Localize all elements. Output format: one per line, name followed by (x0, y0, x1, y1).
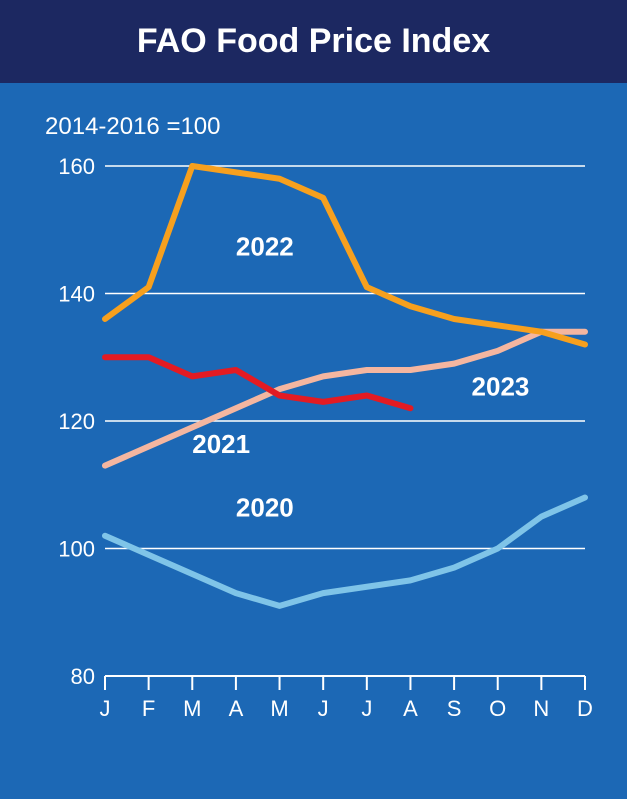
x-tick-label: M (183, 696, 201, 721)
x-tick-label: M (270, 696, 288, 721)
x-tick-label: J (318, 696, 329, 721)
y-tick-label: 160 (60, 154, 95, 179)
x-tick-label: F (142, 696, 155, 721)
x-tick-label: O (489, 696, 506, 721)
chart-title: FAO Food Price Index (0, 0, 627, 83)
chart-plot: 80100120140160JFMAMJJASOND20202021202220… (60, 151, 600, 711)
x-tick-label: D (577, 696, 593, 721)
x-tick-label: A (229, 696, 244, 721)
series-label-2020: 2020 (236, 493, 294, 523)
x-tick-label: S (447, 696, 462, 721)
series-label-2022: 2022 (236, 231, 294, 261)
series-label-2023: 2023 (472, 372, 530, 402)
series-2022 (105, 166, 585, 345)
x-tick-label: A (403, 696, 418, 721)
y-tick-label: 140 (60, 282, 95, 307)
x-tick-label: N (533, 696, 549, 721)
chart-subtitle: 2014-2016 =100 (45, 113, 607, 141)
chart-area: 2014-2016 =100 80 100 120 140 160 J F M A M J J A S O N… (0, 83, 627, 799)
x-tick-label: J (361, 696, 372, 721)
y-tick-label: 80 (71, 664, 95, 689)
series-2020 (105, 498, 585, 606)
x-tick-label: J (100, 696, 111, 721)
y-tick-label: 100 (60, 537, 95, 562)
y-tick-label: 120 (60, 409, 95, 434)
chart-svg: 80 100 120 140 160 J F M A M J J A S O N D 2020 2021 2022 20… (60, 151, 600, 741)
series-label-2021: 2021 (192, 429, 250, 459)
